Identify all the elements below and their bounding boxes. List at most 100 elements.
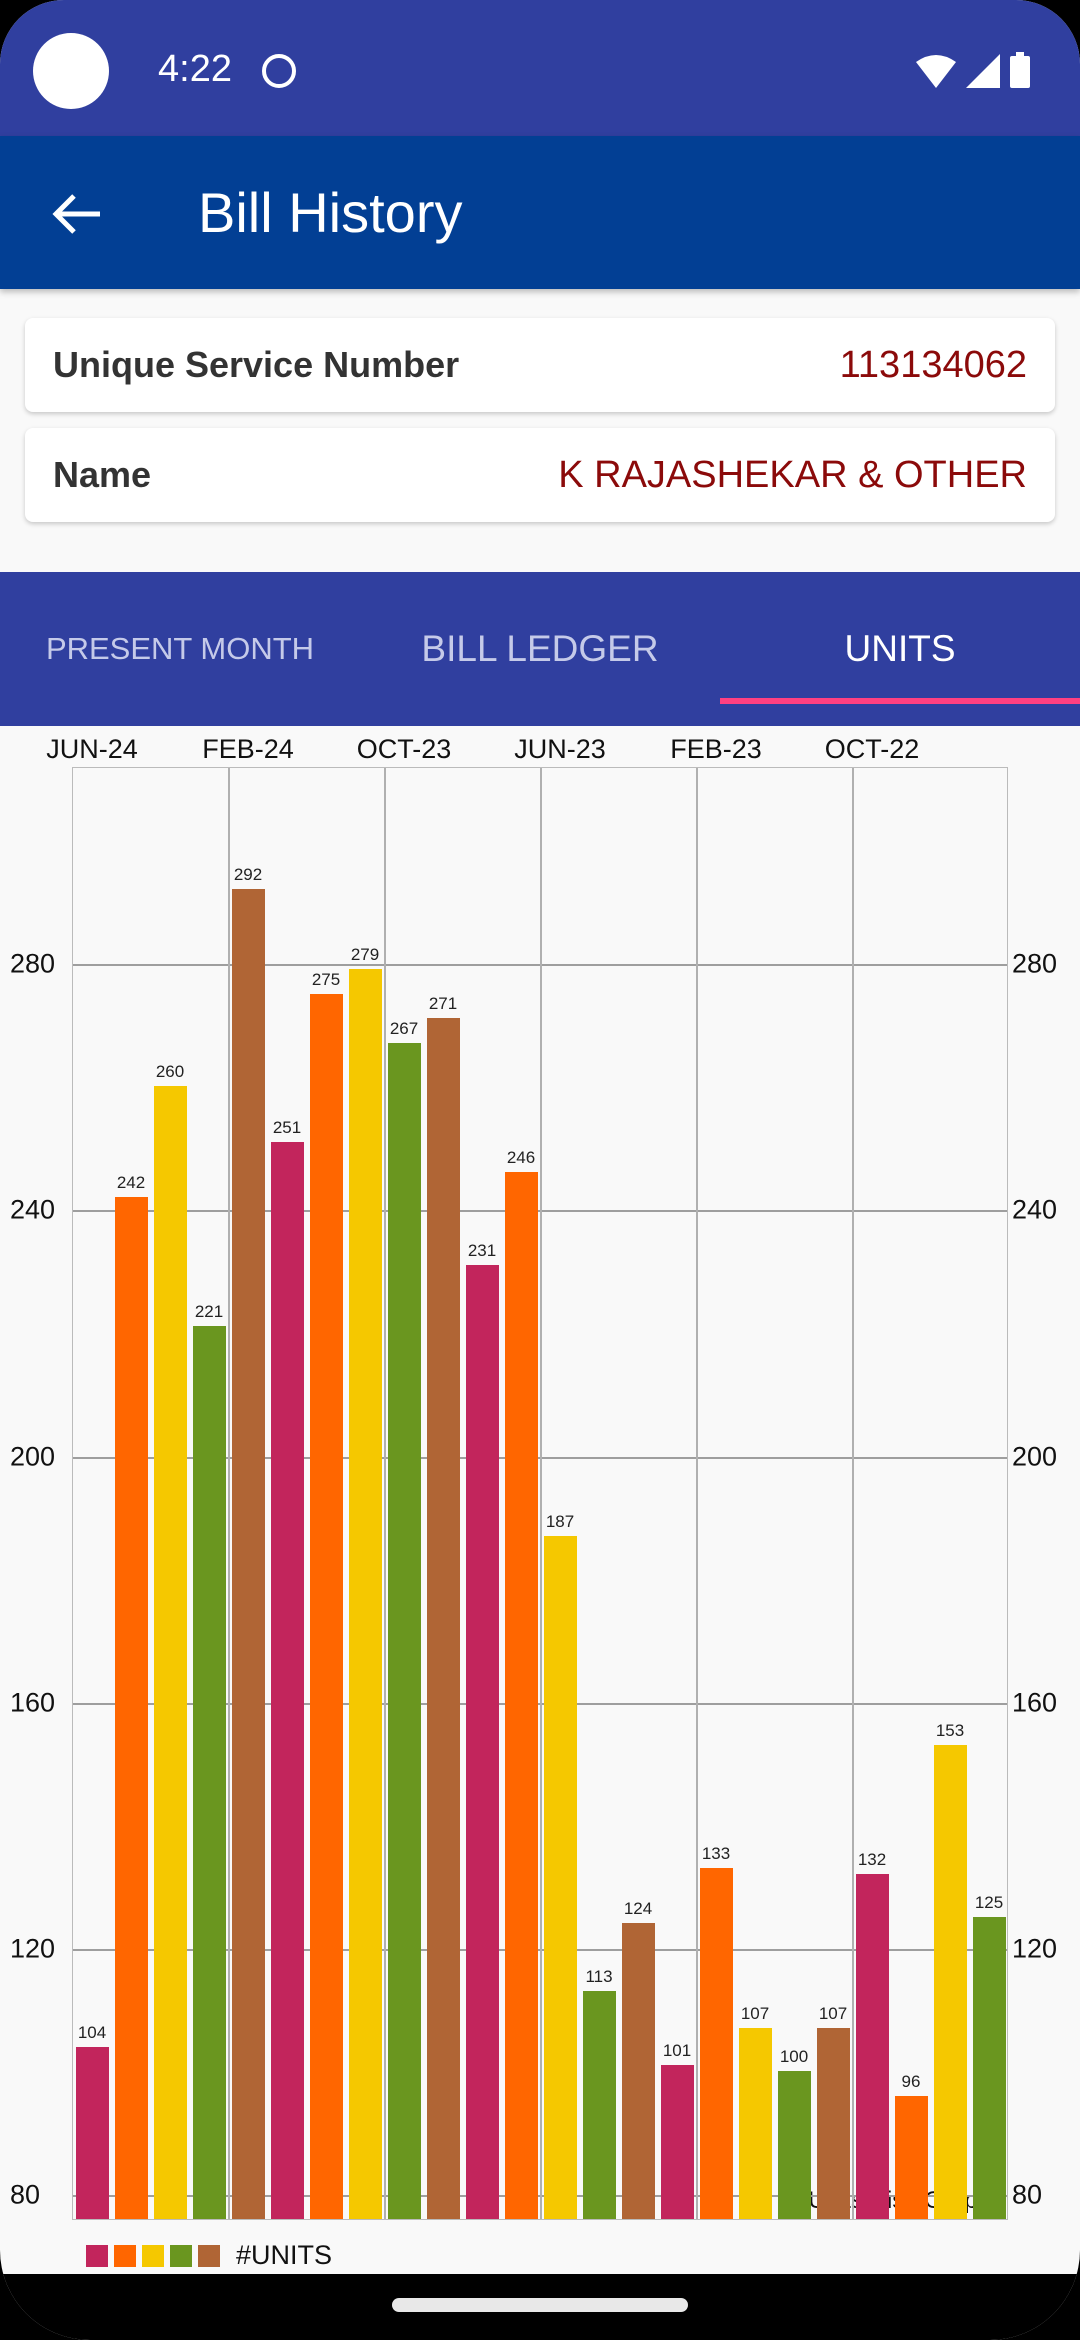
tab-bar: PRESENT MONTH BILL LEDGER UNITS	[0, 572, 1080, 726]
name-card: Name K RAJASHEKAR & OTHER	[25, 428, 1055, 522]
page-title: Bill History	[198, 181, 463, 244]
legend-swatch	[142, 2244, 164, 2267]
status-bar: 4:22	[0, 0, 1080, 136]
status-time: 4:22	[158, 48, 232, 90]
bar[interactable]	[115, 1196, 148, 2219]
grid-line-vertical	[540, 768, 542, 2219]
bar-value-label: 100	[779, 2047, 809, 2067]
bar-value-label: 271	[428, 994, 458, 1014]
x-axis-label: FEB-24	[202, 734, 294, 764]
bar-value-label: 104	[77, 2022, 107, 2042]
bar-value-label: 275	[311, 969, 341, 989]
bar-value-label: 96	[901, 2071, 921, 2091]
y-axis-label-left: 160	[10, 1687, 56, 1718]
wifi-icon	[916, 55, 956, 88]
bar[interactable]	[856, 1874, 889, 2219]
bar[interactable]	[778, 2071, 811, 2219]
tab-label: BILL LEDGER	[421, 628, 659, 669]
bar-value-label: 107	[818, 2004, 848, 2024]
y-axis-label-left: 200	[10, 1441, 56, 1472]
x-axis-label: JUN-24	[46, 734, 138, 764]
tab-present-month[interactable]: PRESENT MONTH	[0, 572, 360, 726]
bar-value-label: 267	[389, 1019, 419, 1039]
bar[interactable]	[349, 969, 382, 2219]
app-bar: Bill History	[0, 136, 1080, 289]
x-axis-label: OCT-22	[824, 734, 920, 764]
bar-value-label: 251	[272, 1117, 302, 1137]
bar-value-label: 153	[935, 1720, 965, 1740]
x-axis-label: JUN-23	[514, 734, 606, 764]
y-axis-label-right: 80	[1012, 2179, 1043, 2210]
bar[interactable]	[388, 1043, 421, 2219]
navigation-bar	[0, 2274, 1080, 2340]
service-number-label: Unique Service Number	[53, 344, 460, 385]
bar[interactable]	[427, 1018, 460, 2219]
y-axis-label-left: 280	[10, 948, 56, 979]
legend-swatch	[114, 2244, 136, 2267]
x-axis-label: FEB-23	[670, 734, 762, 764]
bar[interactable]	[544, 1535, 577, 2219]
grid-line-vertical	[384, 768, 386, 2219]
battery-icon	[1010, 52, 1030, 88]
bar[interactable]	[934, 1744, 967, 2219]
bar-value-label: 133	[701, 1844, 731, 1864]
status-icons	[916, 52, 1030, 88]
bar[interactable]	[505, 1172, 538, 2219]
bar-value-label: 107	[740, 2004, 770, 2024]
bar[interactable]	[895, 2095, 928, 2219]
plot-area: Units wise Graph 10424226022129225127527…	[72, 767, 1008, 2220]
bar[interactable]	[622, 1923, 655, 2219]
bar[interactable]	[583, 1991, 616, 2219]
y-axis-label-left: 80	[10, 2179, 41, 2210]
bar[interactable]	[466, 1264, 499, 2219]
y-axis-label-left: 240	[10, 1194, 56, 1225]
grid-line-vertical	[852, 768, 854, 2219]
bar-value-label: 279	[350, 945, 380, 965]
legend-swatch	[198, 2244, 220, 2267]
name-value: K RAJASHEKAR & OTHER	[558, 453, 1027, 496]
name-label: Name	[53, 454, 152, 495]
y-axis-label-right: 240	[1012, 1194, 1058, 1225]
bar[interactable]	[973, 1917, 1006, 2219]
bar-value-label: 113	[585, 1967, 613, 1987]
bar[interactable]	[661, 2065, 694, 2219]
bar-value-label: 242	[116, 1172, 146, 1192]
bar[interactable]	[817, 2028, 850, 2219]
bar[interactable]	[76, 2046, 109, 2219]
bar-value-label: 231	[467, 1240, 497, 1260]
bar[interactable]	[232, 889, 265, 2219]
legend-swatch	[170, 2244, 192, 2267]
back-arrow-icon[interactable]	[50, 186, 106, 242]
tab-units[interactable]: UNITS	[720, 572, 1080, 726]
bar[interactable]	[739, 2028, 772, 2219]
y-axis-label-right: 160	[1012, 1687, 1058, 1718]
bar-value-label: 292	[233, 865, 263, 885]
x-axis-label: OCT-23	[356, 734, 452, 764]
bar-value-label: 246	[506, 1148, 536, 1168]
bar-value-label: 101	[662, 2041, 692, 2061]
bar[interactable]	[700, 1868, 733, 2219]
bar-value-label: 124	[623, 1899, 653, 1919]
bar[interactable]	[193, 1326, 226, 2219]
bar-value-label: 132	[857, 1850, 887, 1870]
y-axis-label-right: 280	[1012, 948, 1058, 979]
legend-swatch	[86, 2244, 108, 2267]
camera-cutout	[33, 33, 109, 109]
service-number-value: 113134062	[839, 343, 1027, 386]
legend-label: #UNITS	[236, 2240, 333, 2270]
tab-label: PRESENT MONTH	[45, 631, 315, 666]
bar-value-label: 221	[194, 1302, 224, 1322]
bar[interactable]	[271, 1141, 304, 2219]
service-number-card: Unique Service Number 113134062	[25, 318, 1055, 412]
bar-value-label: 260	[155, 1062, 185, 1082]
signal-icon	[966, 54, 1000, 88]
home-gesture-handle[interactable]	[392, 2298, 688, 2312]
bar-value-label: 187	[545, 1511, 575, 1531]
bar[interactable]	[310, 993, 343, 2219]
tab-indicator	[720, 698, 1080, 704]
bar-value-label: 125	[974, 1893, 1004, 1913]
tab-bill-ledger[interactable]: BILL LEDGER	[360, 572, 720, 726]
units-bar-chart: JUN-24 FEB-24 OCT-23 JUN-23 FEB-23 OCT-22 80 8…	[0, 726, 1080, 2274]
bar[interactable]	[154, 1086, 187, 2219]
